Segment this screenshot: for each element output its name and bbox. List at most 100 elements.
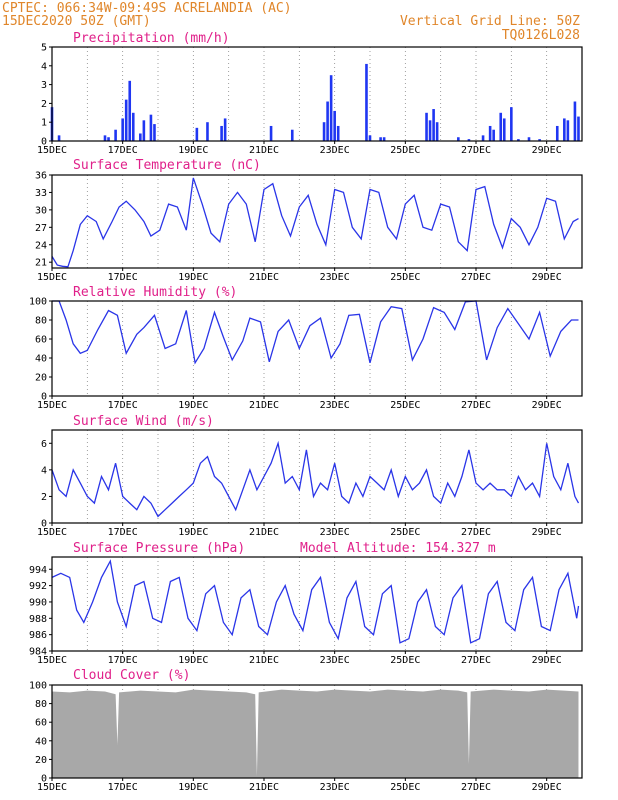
precipitation-xtick-label: 25DEC	[390, 145, 420, 156]
precipitation-bar	[432, 109, 435, 141]
precipitation-bar	[153, 124, 156, 141]
precipitation-xtick-label: 17DEC	[108, 145, 138, 156]
precipitation-bar	[336, 125, 340, 141]
pressure-line	[51, 559, 580, 644]
precipitation-bar	[555, 125, 559, 141]
precipitation-bar	[425, 112, 428, 141]
precipitation-bar	[382, 137, 386, 141]
header-grid-note: Vertical Grid Line: 50Z	[400, 14, 580, 29]
cloud-xtick-label: 21DEC	[249, 782, 279, 793]
precipitation-bar	[149, 114, 153, 141]
precipitation-bar	[333, 110, 336, 141]
precipitation-bar	[457, 137, 460, 141]
humidity-ytick-label: 100	[29, 297, 47, 308]
cloud-ytick-label: 20	[35, 755, 47, 766]
precipitation-bar	[499, 112, 503, 141]
cloud-ytick-label: 40	[35, 736, 47, 747]
temperature-ytick-label: 24	[35, 240, 47, 251]
temperature-xtick-label: 29DEC	[532, 272, 562, 283]
cloud-xtick-label: 25DEC	[390, 782, 420, 793]
precipitation-title: Precipitation (mm/h)	[73, 31, 230, 46]
humidity-title: Relative Humidity (%)	[73, 285, 237, 300]
precipitation-bar	[326, 101, 329, 141]
precipitation-xtick-label: 15DEC	[37, 145, 67, 156]
pressure-ytick-label: 984	[29, 647, 47, 658]
precipitation-ytick-label: 0	[41, 137, 47, 148]
pressure-annotation: Model Altitude: 154.327 m	[300, 541, 496, 556]
cloud-ytick-label: 80	[35, 699, 47, 710]
wind-title: Surface Wind (m/s)	[73, 414, 214, 429]
pressure-ytick-label: 988	[29, 614, 47, 625]
temperature-ytick-label: 21	[35, 258, 47, 269]
temperature-xtick-label: 15DEC	[37, 272, 67, 283]
precipitation-bar	[139, 133, 142, 141]
cloud-xtick-label: 29DEC	[532, 782, 562, 793]
wind-ytick-label: 0	[41, 519, 47, 530]
pressure-xtick-label: 17DEC	[108, 655, 138, 666]
wind-xtick-label: 21DEC	[249, 527, 279, 538]
wind-xtick-label: 17DEC	[108, 527, 138, 538]
wind-xtick-label: 25DEC	[390, 527, 420, 538]
precipitation-bar	[142, 120, 146, 141]
precipitation-ytick-label: 3	[41, 80, 47, 91]
precipitation-bar	[103, 135, 107, 141]
wind-xtick-label: 15DEC	[37, 527, 67, 538]
wind-xtick-label: 19DEC	[178, 527, 208, 538]
cloud-xtick-label: 23DEC	[320, 782, 350, 793]
precipitation-bar	[206, 122, 209, 141]
precipitation-panel: Precipitation (mm/h) 0 1 2 3 4 5 15DEC 17DEC 19DE…	[37, 31, 583, 156]
pressure-frame	[51, 556, 583, 652]
temperature-panel: Surface Temperature (nC) 21 24 27 30 33 36 15DE…	[35, 158, 583, 283]
humidity-xtick-label: 23DEC	[320, 400, 350, 411]
precipitation-bar	[124, 99, 128, 141]
cloud-ytick-label: 0	[41, 774, 47, 785]
wind-ytick-label: 2	[41, 492, 47, 503]
humidity-xtick-label: 25DEC	[390, 400, 420, 411]
precipitation-bar	[566, 120, 570, 141]
wind-ytick-label: 4	[41, 465, 47, 476]
wind-ytick-label: 6	[41, 439, 47, 450]
cloud-title: Cloud Cover (%)	[73, 668, 190, 683]
pressure-xtick-label: 19DEC	[178, 655, 208, 666]
temperature-ytick-label: 30	[35, 205, 47, 216]
precipitation-bar	[428, 120, 432, 141]
header-model-code: TQ0126L028	[502, 28, 580, 43]
pressure-xtick-label: 29DEC	[532, 655, 562, 666]
precipitation-bar	[107, 137, 110, 141]
wind-xtick-label: 27DEC	[461, 527, 491, 538]
temperature-ytick-label: 33	[35, 188, 47, 199]
precipitation-bar	[322, 122, 326, 141]
cloud-frame	[51, 684, 583, 779]
precipitation-bar	[510, 107, 513, 141]
humidity-frame	[51, 300, 583, 397]
pressure-xtick-label: 23DEC	[320, 655, 350, 666]
cloud-xtick-label: 15DEC	[37, 782, 67, 793]
precipitation-bar	[467, 139, 471, 141]
precipitation-bar	[57, 135, 61, 141]
precipitation-bar	[128, 80, 132, 141]
precipitation-bar	[577, 116, 580, 141]
humidity-ytick-label: 60	[35, 335, 47, 346]
precipitation-bar	[481, 135, 485, 141]
wind-xtick-label: 29DEC	[532, 527, 562, 538]
temperature-ytick-label: 36	[35, 171, 47, 182]
humidity-xtick-label: 17DEC	[108, 400, 138, 411]
precipitation-bar	[492, 129, 495, 141]
precipitation-bar	[114, 129, 117, 141]
humidity-xtick-label: 29DEC	[532, 400, 562, 411]
wind-line	[51, 440, 580, 518]
temperature-ytick-label: 27	[35, 223, 47, 234]
pressure-xtick-label: 25DEC	[390, 655, 420, 666]
precipitation-bar	[365, 63, 368, 141]
header-station: CPTEC: 066:34W-09:49S ACRELANDIA (AC)	[2, 1, 292, 16]
precipitation-ytick-label: 4	[41, 61, 47, 72]
precipitation-ytick-label: 1	[41, 118, 47, 129]
precipitation-bar	[517, 139, 520, 141]
precipitation-bar	[435, 122, 439, 141]
humidity-line	[52, 300, 579, 365]
precipitation-xtick-label: 29DEC	[532, 145, 562, 156]
pressure-ytick-label: 994	[29, 565, 47, 576]
humidity-xtick-label: 19DEC	[178, 400, 208, 411]
temperature-frame	[51, 174, 583, 269]
temperature-xtick-label: 27DEC	[461, 272, 491, 283]
